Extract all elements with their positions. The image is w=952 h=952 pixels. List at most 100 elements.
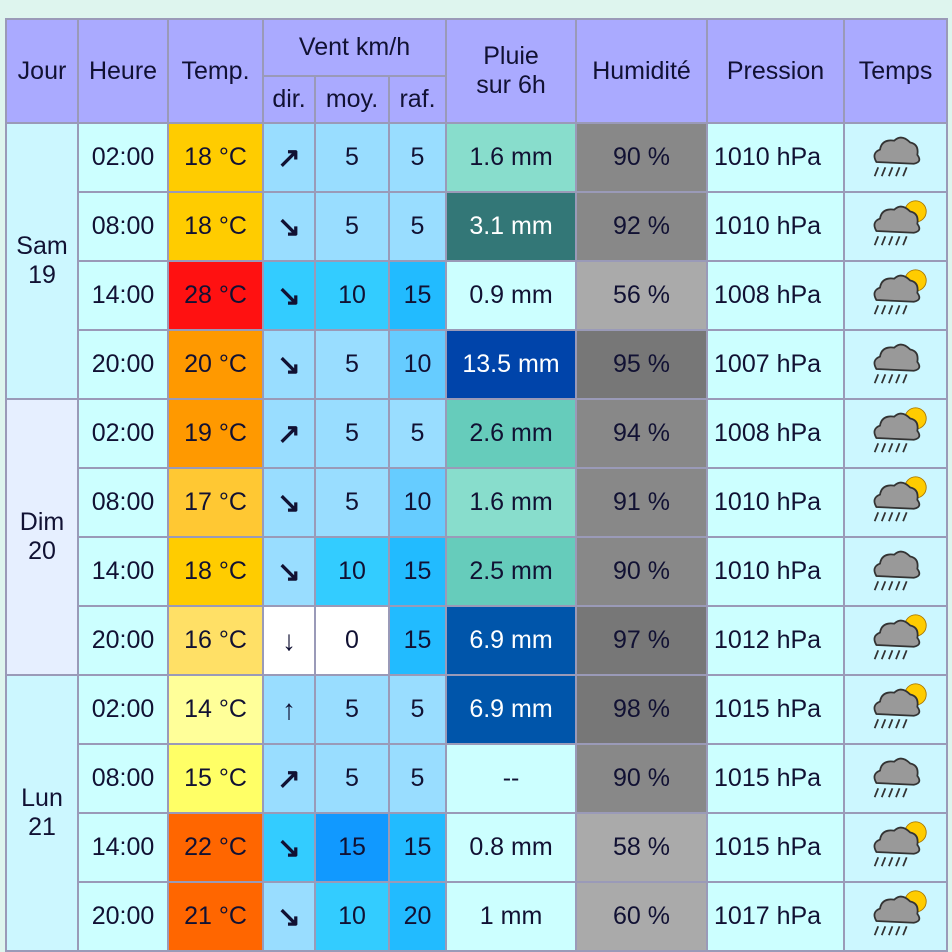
wind-gust: 20 xyxy=(387,881,448,952)
weather-icon xyxy=(873,821,927,867)
pressure: 1010 hPa xyxy=(706,467,846,538)
row: 20:00 20 °C ↘ 5 10 13.5 mm 95 % 1007 hPa xyxy=(6,329,949,400)
wind-average: 5 xyxy=(314,674,390,745)
wind-gust: 10 xyxy=(387,329,448,400)
hour: 20:00 xyxy=(77,329,169,400)
temperature: 18 °C xyxy=(167,191,264,262)
table-body: Sam 19 02:00 18 °C ↗ 5 5 1.6 mm 90 % 1010 hPa 08:0… xyxy=(5,122,949,952)
temperature: 21 °C xyxy=(167,881,264,952)
wind-direction: ↗ xyxy=(262,743,316,814)
wind-direction: ↗ xyxy=(262,398,316,469)
weather-cell xyxy=(843,260,949,331)
pressure: 1007 hPa xyxy=(706,329,846,400)
hour: 02:00 xyxy=(77,398,169,469)
hour: 20:00 xyxy=(77,881,169,952)
header-cell: raf. xyxy=(387,75,448,124)
header-cell: Temps xyxy=(843,18,949,124)
pressure: 1015 hPa xyxy=(706,743,846,814)
rain: 2.5 mm xyxy=(445,536,578,607)
rain: 2.6 mm xyxy=(445,398,578,469)
weather-cell xyxy=(843,536,949,607)
weather-icon xyxy=(873,476,927,522)
weather-icon xyxy=(873,550,920,591)
temperature: 17 °C xyxy=(167,467,264,538)
wind-gust: 5 xyxy=(387,743,448,814)
row: 08:00 15 °C ↗ 5 5 -- 90 % 1015 hPa xyxy=(6,743,949,814)
day-cell: Sam 19 xyxy=(5,122,79,400)
hour: 20:00 xyxy=(77,605,169,676)
wind-gust: 5 xyxy=(387,674,448,745)
wind-direction: ↘ xyxy=(262,329,316,400)
temperature: 14 °C xyxy=(167,674,264,745)
wind-direction: ↘ xyxy=(262,881,316,952)
header-cell: moy. xyxy=(314,75,390,124)
wind-direction: ↘ xyxy=(262,812,316,883)
temperature: 16 °C xyxy=(167,605,264,676)
wind-gust: 15 xyxy=(387,260,448,331)
rain: 13.5 mm xyxy=(445,329,578,400)
weather-icon xyxy=(873,200,927,246)
humidity: 98 % xyxy=(575,674,709,745)
weather-cell xyxy=(843,467,949,538)
humidity: 60 % xyxy=(575,881,709,952)
weather-icon xyxy=(873,136,920,177)
wind-average: 10 xyxy=(314,536,390,607)
hour: 02:00 xyxy=(77,674,169,745)
wind-direction: ↓ xyxy=(262,605,316,676)
rain: 1.6 mm xyxy=(445,467,578,538)
header-cell: dir. xyxy=(262,75,316,124)
wind-average: 5 xyxy=(314,743,390,814)
temperature: 22 °C xyxy=(167,812,264,883)
day-date: 20 xyxy=(28,537,56,565)
humidity: 95 % xyxy=(575,329,709,400)
rain: 0.8 mm xyxy=(445,812,578,883)
temperature: 15 °C xyxy=(167,743,264,814)
temperature: 28 °C xyxy=(167,260,264,331)
wind-average: 5 xyxy=(314,398,390,469)
hour: 14:00 xyxy=(77,536,169,607)
temperature: 20 °C xyxy=(167,329,264,400)
row: 14:00 18 °C ↘ 10 15 2.5 mm 90 % 1010 hPa xyxy=(6,536,949,607)
wind-average: 5 xyxy=(314,467,390,538)
day-date: 21 xyxy=(28,813,56,841)
header-cell: Temp. xyxy=(167,18,264,124)
hour: 08:00 xyxy=(77,467,169,538)
humidity: 56 % xyxy=(575,260,709,331)
hour: 08:00 xyxy=(77,743,169,814)
humidity: 94 % xyxy=(575,398,709,469)
pressure: 1010 hPa xyxy=(706,536,846,607)
wind-average: 5 xyxy=(314,122,390,193)
day-cell: Lun 21 xyxy=(5,674,79,952)
row: 08:00 18 °C ↘ 5 5 3.1 mm 92 % 1010 hPa xyxy=(6,191,949,262)
pressure: 1015 hPa xyxy=(706,674,846,745)
temperature: 19 °C xyxy=(167,398,264,469)
hour: 14:00 xyxy=(77,260,169,331)
wind-average: 0 xyxy=(314,605,390,676)
weather-icon xyxy=(873,614,927,660)
pressure: 1015 hPa xyxy=(706,812,846,883)
wind-average: 5 xyxy=(314,329,390,400)
humidity: 92 % xyxy=(575,191,709,262)
weather-cell xyxy=(843,743,949,814)
pressure: 1012 hPa xyxy=(706,605,846,676)
wind-gust: 15 xyxy=(387,536,448,607)
wind-gust: 5 xyxy=(387,398,448,469)
wind-gust: 15 xyxy=(387,605,448,676)
day-cell: Dim 20 xyxy=(5,398,79,676)
weather-cell xyxy=(843,398,949,469)
weather-cell xyxy=(843,812,949,883)
wind-average: 5 xyxy=(314,191,390,262)
pressure: 1010 hPa xyxy=(706,122,846,193)
header-cell: Pluie sur 6h xyxy=(445,18,578,124)
weather-cell xyxy=(843,191,949,262)
rain: 6.9 mm xyxy=(445,605,578,676)
header-cell: Humidité xyxy=(575,18,709,124)
wind-average: 10 xyxy=(314,260,390,331)
header-cell: Vent km/h xyxy=(261,18,448,77)
humidity: 90 % xyxy=(575,536,709,607)
row: 14:00 22 °C ↘ 15 15 0.8 mm 58 % 1015 hPa xyxy=(6,812,949,883)
header-cell: Jour xyxy=(5,18,79,124)
weather-cell xyxy=(843,122,949,193)
row: Dim 20 02:00 19 °C ↗ 5 5 2.6 mm 94 % 1008 hPa xyxy=(5,398,949,676)
weather-icon xyxy=(873,407,927,453)
